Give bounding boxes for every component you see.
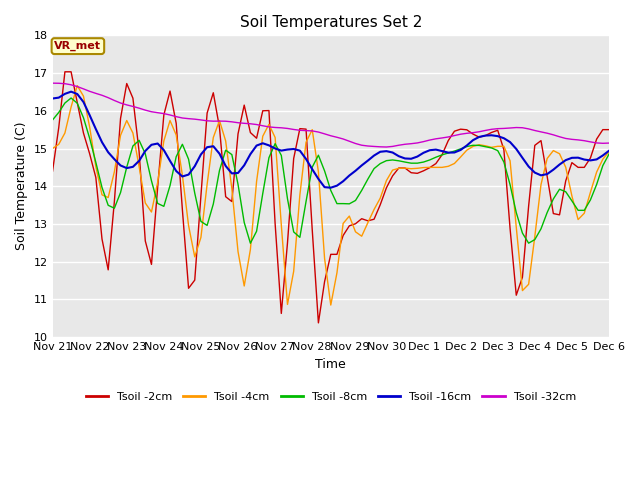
Tsoil -2cm <box>49 168 56 174</box>
Tsoil -8cm <box>123 164 131 170</box>
Tsoil -8cm <box>185 156 193 162</box>
Tsoil -16cm <box>383 148 390 154</box>
Tsoil -8cm <box>383 158 390 164</box>
Tsoil -32cm <box>383 144 390 150</box>
Tsoil -4cm <box>123 118 131 123</box>
Text: VR_met: VR_met <box>54 41 101 51</box>
Tsoil -32cm <box>525 126 532 132</box>
Tsoil -32cm <box>191 116 198 122</box>
Line: Tsoil -32cm: Tsoil -32cm <box>52 83 609 147</box>
Tsoil -4cm <box>383 178 390 183</box>
Tsoil -8cm <box>531 237 539 242</box>
Tsoil -16cm <box>605 148 613 154</box>
Tsoil -16cm <box>327 185 335 191</box>
Tsoil -4cm <box>599 156 607 162</box>
Tsoil -2cm <box>599 127 607 132</box>
Tsoil -2cm <box>185 286 193 291</box>
Tsoil -2cm <box>197 193 205 199</box>
Tsoil -2cm <box>383 185 390 191</box>
Tsoil -16cm <box>123 165 131 171</box>
Tsoil -8cm <box>246 240 254 246</box>
Tsoil -32cm <box>179 115 186 121</box>
Tsoil -2cm <box>605 127 613 132</box>
Tsoil -8cm <box>49 117 56 123</box>
Tsoil -16cm <box>49 96 56 101</box>
X-axis label: Time: Time <box>316 358 346 371</box>
Tsoil -16cm <box>599 153 607 158</box>
Tsoil -4cm <box>197 234 205 240</box>
Line: Tsoil -2cm: Tsoil -2cm <box>52 72 609 323</box>
Tsoil -32cm <box>599 141 607 146</box>
Tsoil -2cm <box>61 69 68 75</box>
Tsoil -16cm <box>67 89 75 95</box>
Tsoil -16cm <box>197 152 205 157</box>
Tsoil -4cm <box>49 145 56 151</box>
Tsoil -2cm <box>315 320 323 326</box>
Tsoil -4cm <box>605 149 613 155</box>
Tsoil -8cm <box>605 151 613 157</box>
Tsoil -8cm <box>67 95 75 101</box>
Tsoil -2cm <box>531 143 539 148</box>
Line: Tsoil -4cm: Tsoil -4cm <box>52 85 609 305</box>
Line: Tsoil -16cm: Tsoil -16cm <box>52 92 609 188</box>
Tsoil -4cm <box>531 234 539 240</box>
Title: Soil Temperatures Set 2: Soil Temperatures Set 2 <box>239 15 422 30</box>
Y-axis label: Soil Temperature (C): Soil Temperature (C) <box>15 122 28 251</box>
Tsoil -32cm <box>49 80 56 86</box>
Tsoil -4cm <box>74 83 81 88</box>
Tsoil -32cm <box>116 100 124 106</box>
Tsoil -16cm <box>531 170 539 176</box>
Tsoil -2cm <box>123 81 131 86</box>
Tsoil -32cm <box>593 140 600 146</box>
Line: Tsoil -8cm: Tsoil -8cm <box>52 98 609 243</box>
Tsoil -4cm <box>185 223 193 228</box>
Tsoil -8cm <box>197 218 205 224</box>
Tsoil -16cm <box>185 172 193 178</box>
Tsoil -4cm <box>327 302 335 308</box>
Tsoil -32cm <box>605 140 613 146</box>
Tsoil -8cm <box>599 163 607 168</box>
Legend: Tsoil -2cm, Tsoil -4cm, Tsoil -8cm, Tsoil -16cm, Tsoil -32cm: Tsoil -2cm, Tsoil -4cm, Tsoil -8cm, Tsoi… <box>81 388 580 407</box>
